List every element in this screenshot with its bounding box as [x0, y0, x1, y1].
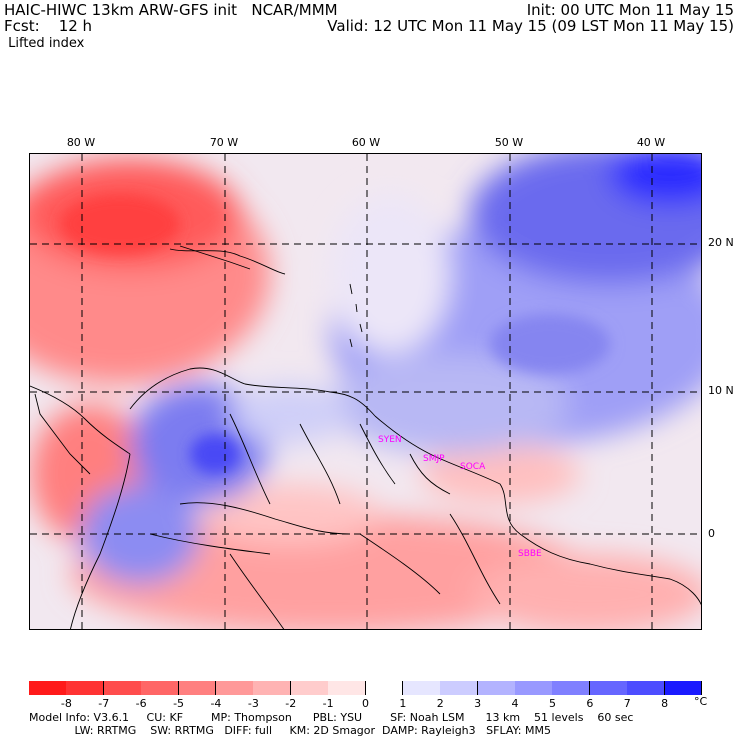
valid-time: Valid: 12 UTC Mon 11 May 15 (09 LST Mon …	[327, 17, 734, 35]
colorbar-segment	[552, 681, 591, 695]
colorbar-segment	[440, 681, 479, 695]
colorbar-segment	[66, 681, 105, 695]
lifted-index-map: SYEN SMJP SOCA SBBE	[29, 153, 702, 630]
station-soca: SOCA	[460, 462, 486, 472]
station-syen: SYEN	[378, 435, 402, 445]
lat-label-eq: 0	[708, 527, 715, 540]
colorbar-tick-label: 2	[436, 697, 444, 710]
colorbar-tick-label: -7	[98, 697, 110, 710]
model-info-line1: Model Info: V3.6.1 CU: KF MP: Thompson P…	[29, 711, 634, 724]
colorbar-segment	[178, 681, 217, 695]
colorbar-tick-label: 4	[511, 697, 519, 710]
colorbar-tick-label: 6	[586, 697, 594, 710]
colorbar-segment	[29, 681, 67, 695]
colorbar-tick-label: 3	[474, 697, 482, 710]
init-time: Init: 00 UTC Mon 11 May 15	[526, 1, 734, 19]
colorbar-unit: °C	[694, 695, 708, 708]
colorbar-segment	[253, 681, 292, 695]
station-markers: SYEN SMJP SOCA SBBE	[378, 435, 542, 559]
colorbar-tick-label: -4	[210, 697, 222, 710]
colorbar-tick-label: -3	[247, 697, 259, 710]
colorbar-tick-label: -2	[285, 697, 297, 710]
lon-label-50w: 50 W	[494, 136, 524, 149]
lat-label-10n: 10 N	[708, 384, 734, 397]
colorbar-segment	[402, 681, 441, 695]
field-name: Lifted index	[4, 36, 85, 51]
model-title: HAIC-HIWC 13km ARW-GFS init NCAR/MMM	[4, 1, 338, 19]
coastlines	[30, 245, 701, 629]
colorbar-segment	[328, 681, 366, 695]
lon-label-80w: 80 W	[66, 136, 96, 149]
colorbar	[29, 681, 703, 695]
colorbar-segment	[627, 681, 666, 695]
colorbar-segment	[477, 681, 516, 695]
colorbar-segment	[290, 681, 329, 695]
lat-label-20n: 20 N	[708, 236, 734, 249]
colorbar-tick-label: -5	[173, 697, 185, 710]
colorbar-tick-label: 5	[548, 697, 556, 710]
colorbar-segment	[215, 681, 254, 695]
graticule	[30, 154, 701, 629]
colorbar-tick-label: 8	[661, 697, 669, 710]
colorbar-segment	[664, 681, 703, 695]
colorbar-tick-label: -8	[60, 697, 72, 710]
model-info-line2: LW: RRTMG SW: RRTMG DIFF: full KM: 2D Sm…	[29, 724, 551, 737]
colorbar-tick-label: 1	[399, 697, 407, 710]
colorbar-segment	[103, 681, 142, 695]
lon-label-60w: 60 W	[351, 136, 381, 149]
colorbar-segment	[365, 681, 404, 695]
colorbar-segment	[141, 681, 180, 695]
station-smjp: SMJP	[423, 454, 445, 464]
lon-label-70w: 70 W	[209, 136, 239, 149]
colorbar-tick-label: 0	[362, 697, 369, 710]
colorbar-tick-label: -1	[322, 697, 334, 710]
colorbar-tick-label: -6	[135, 697, 147, 710]
forecast-hour: Fcst: 12 h	[4, 17, 93, 35]
colorbar-segment	[515, 681, 553, 695]
colorbar-tick-label: 7	[623, 697, 631, 710]
lon-label-40w: 40 W	[636, 136, 666, 149]
station-sbbe: SBBE	[518, 549, 542, 559]
map-canvas: SYEN SMJP SOCA SBBE	[30, 154, 701, 629]
colorbar-segment	[589, 681, 628, 695]
